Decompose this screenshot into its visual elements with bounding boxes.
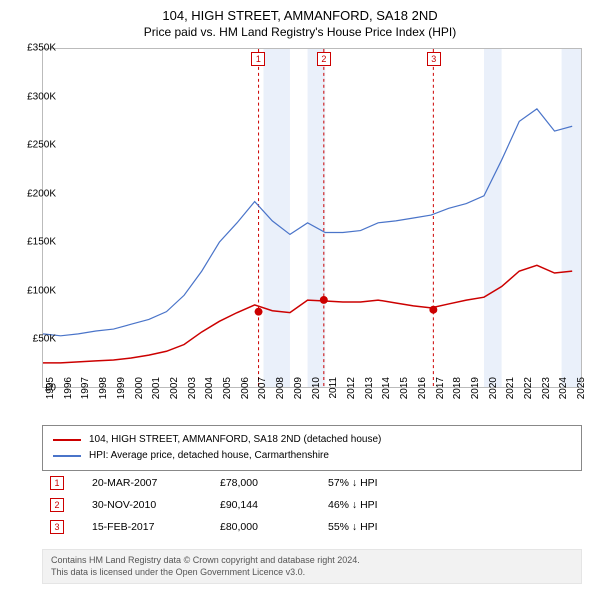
event-marker-2: 2 xyxy=(50,498,64,512)
event-price: £90,144 xyxy=(220,499,300,511)
event-date: 30-NOV-2010 xyxy=(92,499,192,511)
event-price: £78,000 xyxy=(220,477,300,489)
event-date: 20-MAR-2007 xyxy=(92,477,192,489)
x-tick-label: 2021 xyxy=(505,377,516,407)
chart-marker-label: 3 xyxy=(427,52,441,66)
page-title: 104, HIGH STREET, AMMANFORD, SA18 2ND xyxy=(0,8,600,23)
x-tick-label: 1998 xyxy=(98,377,109,407)
x-tick-label: 2009 xyxy=(293,377,304,407)
x-tick-label: 2004 xyxy=(204,377,215,407)
legend-label-property: 104, HIGH STREET, AMMANFORD, SA18 2ND (d… xyxy=(89,432,381,448)
chart-svg xyxy=(43,49,581,387)
x-tick-label: 1997 xyxy=(80,377,91,407)
chart-marker-label: 1 xyxy=(251,52,265,66)
legend-label-hpi: HPI: Average price, detached house, Carm… xyxy=(89,448,329,464)
y-tick-label: £200K xyxy=(16,188,56,199)
event-pct: 57% ↓ HPI xyxy=(328,477,574,489)
legend: 104, HIGH STREET, AMMANFORD, SA18 2ND (d… xyxy=(42,425,582,471)
x-tick-label: 2000 xyxy=(134,377,145,407)
x-tick-label: 1995 xyxy=(45,377,56,407)
x-tick-label: 2015 xyxy=(399,377,410,407)
footer-line-1: Contains HM Land Registry data © Crown c… xyxy=(51,554,573,567)
x-tick-label: 2018 xyxy=(452,377,463,407)
event-row: 3 15-FEB-2017 £80,000 55% ↓ HPI xyxy=(42,516,582,538)
events-table: 1 20-MAR-2007 £78,000 57% ↓ HPI 2 30-NOV… xyxy=(42,472,582,538)
chart-marker-label: 2 xyxy=(317,52,331,66)
event-price: £80,000 xyxy=(220,521,300,533)
x-tick-label: 2006 xyxy=(240,377,251,407)
x-tick-label: 2002 xyxy=(169,377,180,407)
x-tick-label: 2024 xyxy=(558,377,569,407)
y-tick-label: £350K xyxy=(16,43,56,54)
y-tick-label: £100K xyxy=(16,285,56,296)
x-tick-label: 2020 xyxy=(488,377,499,407)
chart-area xyxy=(42,48,582,388)
event-pct: 55% ↓ HPI xyxy=(328,521,574,533)
x-tick-label: 2013 xyxy=(364,377,375,407)
event-pct: 46% ↓ HPI xyxy=(328,499,574,511)
legend-row: 104, HIGH STREET, AMMANFORD, SA18 2ND (d… xyxy=(53,432,571,448)
footer-attribution: Contains HM Land Registry data © Crown c… xyxy=(42,549,582,584)
y-tick-label: £150K xyxy=(16,237,56,248)
y-tick-label: £250K xyxy=(16,140,56,151)
x-tick-label: 1999 xyxy=(116,377,127,407)
x-tick-label: 1996 xyxy=(63,377,74,407)
event-marker-1: 1 xyxy=(50,476,64,490)
x-tick-label: 2019 xyxy=(470,377,481,407)
x-tick-label: 2007 xyxy=(257,377,268,407)
legend-swatch-hpi xyxy=(53,455,81,457)
page-subtitle: Price paid vs. HM Land Registry's House … xyxy=(0,25,600,39)
x-tick-label: 2022 xyxy=(523,377,534,407)
y-tick-label: £50K xyxy=(16,334,56,345)
x-tick-label: 2011 xyxy=(328,377,339,407)
event-row: 2 30-NOV-2010 £90,144 46% ↓ HPI xyxy=(42,494,582,516)
title-block: 104, HIGH STREET, AMMANFORD, SA18 2ND Pr… xyxy=(0,0,600,39)
x-tick-label: 2017 xyxy=(435,377,446,407)
x-tick-label: 2003 xyxy=(187,377,198,407)
legend-swatch-property xyxy=(53,439,81,441)
x-tick-label: 2014 xyxy=(381,377,392,407)
x-tick-label: 2001 xyxy=(151,377,162,407)
x-tick-label: 2005 xyxy=(222,377,233,407)
x-tick-label: 2023 xyxy=(541,377,552,407)
x-tick-label: 2008 xyxy=(275,377,286,407)
event-row: 1 20-MAR-2007 £78,000 57% ↓ HPI xyxy=(42,472,582,494)
x-tick-label: 2025 xyxy=(576,377,587,407)
legend-row: HPI: Average price, detached house, Carm… xyxy=(53,448,571,464)
x-tick-label: 2012 xyxy=(346,377,357,407)
event-marker-3: 3 xyxy=(50,520,64,534)
y-tick-label: £300K xyxy=(16,91,56,102)
event-date: 15-FEB-2017 xyxy=(92,521,192,533)
x-tick-label: 2010 xyxy=(311,377,322,407)
x-tick-label: 2016 xyxy=(417,377,428,407)
footer-line-2: This data is licensed under the Open Gov… xyxy=(51,566,573,579)
